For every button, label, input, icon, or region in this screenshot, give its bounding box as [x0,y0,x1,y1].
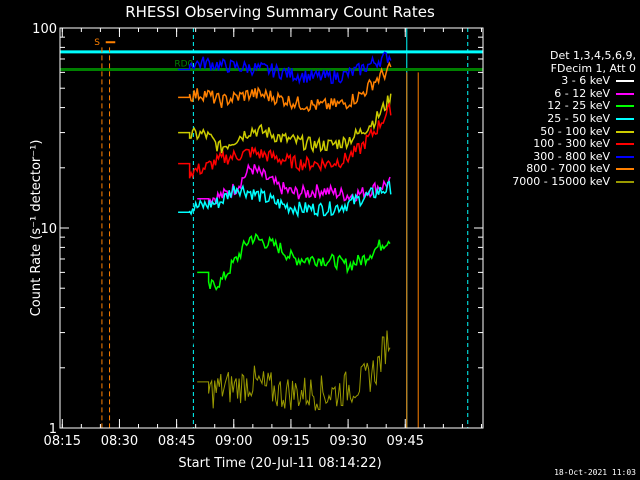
legend: Det 1,3,4,5,6,9, FDecim 1, Att 0 3 - 6 k… [478,49,636,189]
series-line-3 [178,180,392,219]
legend-label: 50 - 100 keV [540,124,610,138]
chart-title: RHESSI Observing Summary Count Rates [125,3,435,21]
s-marker-label: S [94,38,100,48]
legend-swatch [616,180,634,183]
legend-label: 3 - 6 keV [561,74,610,88]
legend-label: 800 - 7000 keV [526,162,610,176]
legend-swatch [616,117,634,120]
legend-item-4: 50 - 100 keV [478,124,636,139]
legend-swatch [616,130,634,133]
x-tick-label-2: 08:45 [158,434,195,449]
series-line-4 [178,93,392,154]
legend-header-line-1: Det 1,3,4,5,6,9, [549,49,636,62]
legend-item-7: 800 - 7000 keV [478,163,636,176]
plot-frame [59,27,484,429]
legend-swatch [616,92,634,95]
legend-item-2: 12 - 25 keV [478,100,636,113]
series-line-5 [178,101,392,180]
x-tick-label-6: 09:45 [387,434,424,449]
series-line-8 [197,330,391,411]
legend-header-line-2: FDecim 1, Att 0 [550,61,636,75]
series-line-7 [178,61,392,113]
legend-swatch [616,105,634,108]
legend-label: 100 - 300 keV [533,137,610,151]
legend-label: 12 - 25 keV [547,99,610,113]
y-tick-label-0: 1 [49,422,57,437]
series-line-6 [178,51,392,86]
legend-swatch [616,143,634,146]
x-tick-label-0: 08:15 [44,434,81,449]
y-tick-label-2: 100 [32,22,57,37]
legend-swatch [616,155,634,158]
render-timestamp: 18-Oct-2021 11:03 [554,468,636,477]
legend-item-3: 25 - 50 keV [478,111,636,126]
plot-area: RD0 S [59,28,483,428]
x-tick-label-1: 08:30 [101,434,138,449]
rd0-label: RD0 [174,60,193,70]
legend-label: 7000 - 15000 keV [512,174,610,188]
y-tick-label-1: 10 [40,222,57,237]
legend-swatch [616,80,634,83]
legend-item-6: 300 - 800 keV [478,149,636,164]
series-line-1 [197,163,391,206]
series-line-2 [197,232,391,292]
x-tick-label-3: 09:00 [215,434,252,449]
legend-swatch [616,168,634,171]
legend-label: 6 - 12 keV [554,86,610,100]
x-tick-label-4: 09:15 [272,434,309,449]
x-tick-label-5: 09:30 [329,434,366,449]
legend-item-1: 6 - 12 keV [478,86,636,101]
series-line-0 [178,202,392,345]
y-axis-label: Count Rate (s⁻¹ detector⁻¹) [29,140,44,317]
legend-item-8: 7000 - 15000 keV [478,174,636,189]
x-axis-label: Start Time (20-Jul-11 08:14:22) [178,456,381,471]
legend-item-0: 3 - 6 keV [478,75,636,88]
legend-label: 25 - 50 keV [547,111,610,125]
legend-label: 300 - 800 keV [533,149,610,163]
legend-item-5: 100 - 300 keV [478,138,636,151]
axes: 1 10 100 08:15 08:30 08:45 09:00 09:15 09:30 09:4… [32,22,484,449]
